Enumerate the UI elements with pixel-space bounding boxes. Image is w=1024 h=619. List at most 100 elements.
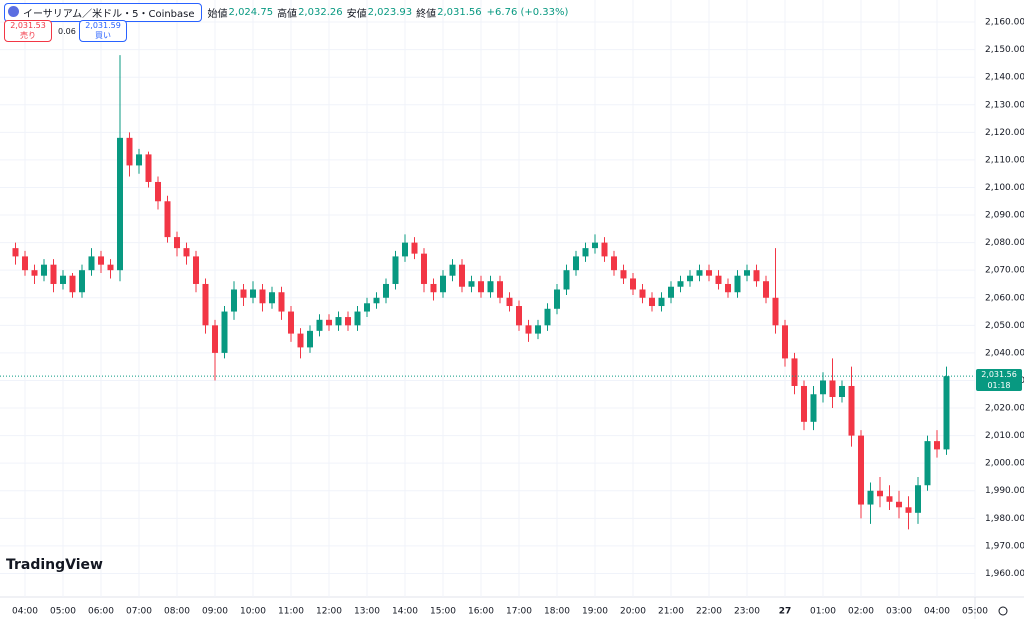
candle-body (383, 283, 389, 298)
countdown: 01:18 (987, 381, 1011, 391)
x-tick-label: 17:00 (506, 607, 532, 617)
x-tick-label: 05:00 (962, 607, 988, 617)
x-tick-label: 16:00 (468, 607, 494, 617)
y-tick-label: 2,060.00 (985, 293, 1024, 303)
candle-body (858, 435, 864, 505)
candle-body (668, 286, 674, 298)
candle-body (554, 289, 560, 309)
candle-body (905, 507, 912, 513)
x-tick-label: 02:00 (848, 607, 874, 617)
candle-body (183, 248, 190, 257)
candle-body (934, 441, 940, 450)
buy-button[interactable]: 2,031.59 買い (79, 20, 127, 42)
candle-body (715, 275, 722, 284)
candle-body (763, 281, 769, 298)
settings-icon[interactable] (998, 606, 1008, 616)
candle-body (193, 256, 199, 284)
spread: 0.06 (58, 27, 76, 36)
ohlc-low-label: 安値 (346, 9, 367, 20)
candle-body (117, 137, 123, 271)
y-tick-label: 1,960.00 (985, 569, 1024, 579)
candle-body (411, 242, 418, 254)
candle-body (345, 317, 351, 326)
candle-body (516, 306, 522, 326)
candle-body (867, 490, 874, 505)
candle-body (611, 256, 617, 271)
candle-body (297, 333, 304, 348)
x-tick-label: 04:00 (12, 607, 38, 617)
x-tick-label: 21:00 (658, 607, 684, 617)
last-price: 2,031.56 (981, 370, 1017, 380)
grid (0, 0, 976, 597)
candle-body (373, 297, 380, 304)
x-tick-label: 07:00 (126, 607, 152, 617)
candle-body (915, 485, 921, 513)
candle-body (582, 248, 589, 257)
candle-body (658, 297, 665, 307)
y-tick-label: 2,040.00 (985, 348, 1024, 358)
candles (0, 55, 975, 530)
candle-body (848, 385, 855, 436)
ohlc-open: 2,024.75 (228, 7, 274, 18)
x-tick-label: 05:00 (50, 607, 76, 617)
x-tick-label: 03:00 (886, 607, 912, 617)
candle-body (288, 311, 294, 334)
candle-body (924, 441, 931, 486)
x-tick-label: 27 (779, 607, 792, 617)
candle-body (12, 248, 19, 257)
y-tick-label: 2,070.00 (985, 266, 1024, 276)
candle-body (50, 264, 57, 284)
candle-body (820, 380, 826, 395)
candle-body (174, 237, 180, 249)
candle-body (468, 281, 475, 287)
sell-label: 売り (20, 31, 36, 40)
buy-price: 2,031.59 (85, 21, 121, 30)
candle-body (620, 270, 627, 279)
candle-body (487, 281, 494, 293)
candle-body (259, 289, 266, 304)
candle-body (449, 264, 456, 276)
candle-body (459, 264, 465, 287)
x-tick-label: 12:00 (316, 607, 342, 617)
candle-body (250, 289, 256, 298)
candle-body (88, 256, 95, 271)
y-tick-label: 2,140.00 (985, 73, 1024, 83)
candle-body (69, 275, 76, 293)
y-tick-label: 2,090.00 (985, 211, 1024, 221)
y-tick-label: 2,160.00 (985, 18, 1024, 28)
last-price-tag: 2,031.56 01:18 (976, 369, 1022, 392)
candle-body (326, 319, 332, 326)
candle-body (478, 281, 484, 293)
candle-body (145, 154, 152, 182)
ohlc-low: 2,023.93 (367, 7, 413, 18)
x-tick-label: 01:00 (810, 607, 836, 617)
candle-body (886, 496, 893, 502)
ohlc-close-label: 終値 (416, 9, 437, 20)
candle-body (592, 242, 598, 249)
y-tick-label: 2,010.00 (985, 431, 1024, 441)
ohlc-close: 2,031.56 (437, 7, 482, 18)
candle-body (402, 242, 408, 257)
y-tick-label: 2,110.00 (985, 155, 1024, 165)
candle-body (440, 275, 446, 293)
candle-body (136, 154, 142, 166)
sell-price: 2,031.53 (10, 21, 46, 30)
candle-body (107, 264, 114, 271)
ohlc-high: 2,032.26 (298, 7, 343, 18)
candle-body (354, 311, 361, 326)
candle-body (734, 275, 741, 293)
candle-body (782, 325, 788, 359)
y-tick-label: 2,130.00 (985, 100, 1024, 110)
x-tick-label: 23:00 (734, 607, 760, 617)
candle-body (202, 283, 209, 326)
candle-body (240, 289, 247, 298)
candle-body (307, 330, 313, 348)
candle-body (212, 325, 218, 353)
candle-body (896, 501, 902, 508)
change: +6.76 (+0.33%) (486, 7, 569, 18)
candle-body (31, 270, 38, 276)
logo[interactable]: TradingView (6, 557, 103, 573)
sell-button[interactable]: 2,031.53 売り (4, 20, 52, 42)
